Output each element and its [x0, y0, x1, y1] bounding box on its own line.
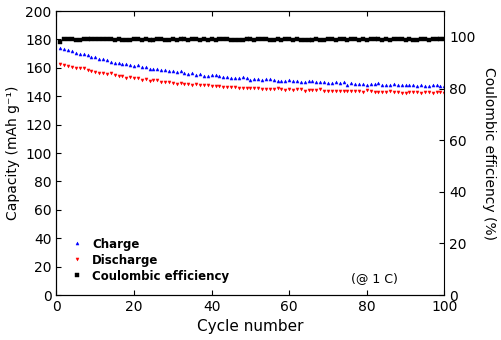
Charge — [421, 84, 427, 88]
Charge — [440, 84, 446, 88]
Line: Charge: Charge — [59, 46, 445, 88]
Discharge — [131, 75, 137, 80]
Coulombic efficiency — [290, 38, 296, 42]
Discharge — [409, 90, 415, 94]
Discharge — [286, 87, 292, 91]
Y-axis label: Capacity (mAh g⁻¹): Capacity (mAh g⁻¹) — [6, 86, 20, 220]
Coulombic efficiency — [92, 37, 98, 41]
Coulombic efficiency — [440, 37, 446, 41]
Charge — [409, 83, 415, 87]
Y-axis label: Coulombic efficiency (%): Coulombic efficiency (%) — [481, 67, 495, 240]
Charge — [146, 67, 152, 71]
Discharge — [255, 86, 261, 90]
Discharge — [440, 91, 446, 95]
Discharge — [57, 62, 63, 66]
Coulombic efficiency — [413, 37, 419, 41]
Coulombic efficiency — [259, 37, 265, 41]
Coulombic efficiency — [135, 37, 141, 41]
Charge — [131, 64, 137, 68]
Coulombic efficiency — [425, 37, 431, 41]
Discharge — [421, 90, 427, 94]
X-axis label: Cycle number: Cycle number — [197, 320, 303, 335]
Charge — [57, 46, 63, 50]
Charge — [286, 78, 292, 82]
Discharge — [146, 79, 152, 83]
Text: (@ 1 C): (@ 1 C) — [351, 272, 397, 285]
Line: Coulombic efficiency: Coulombic efficiency — [59, 37, 445, 44]
Coulombic efficiency — [57, 40, 63, 44]
Charge — [425, 84, 431, 88]
Legend: Charge, Discharge, Coulombic efficiency: Charge, Discharge, Coulombic efficiency — [62, 232, 234, 289]
Charge — [255, 77, 261, 81]
Coulombic efficiency — [150, 37, 156, 41]
Line: Discharge: Discharge — [59, 63, 445, 95]
